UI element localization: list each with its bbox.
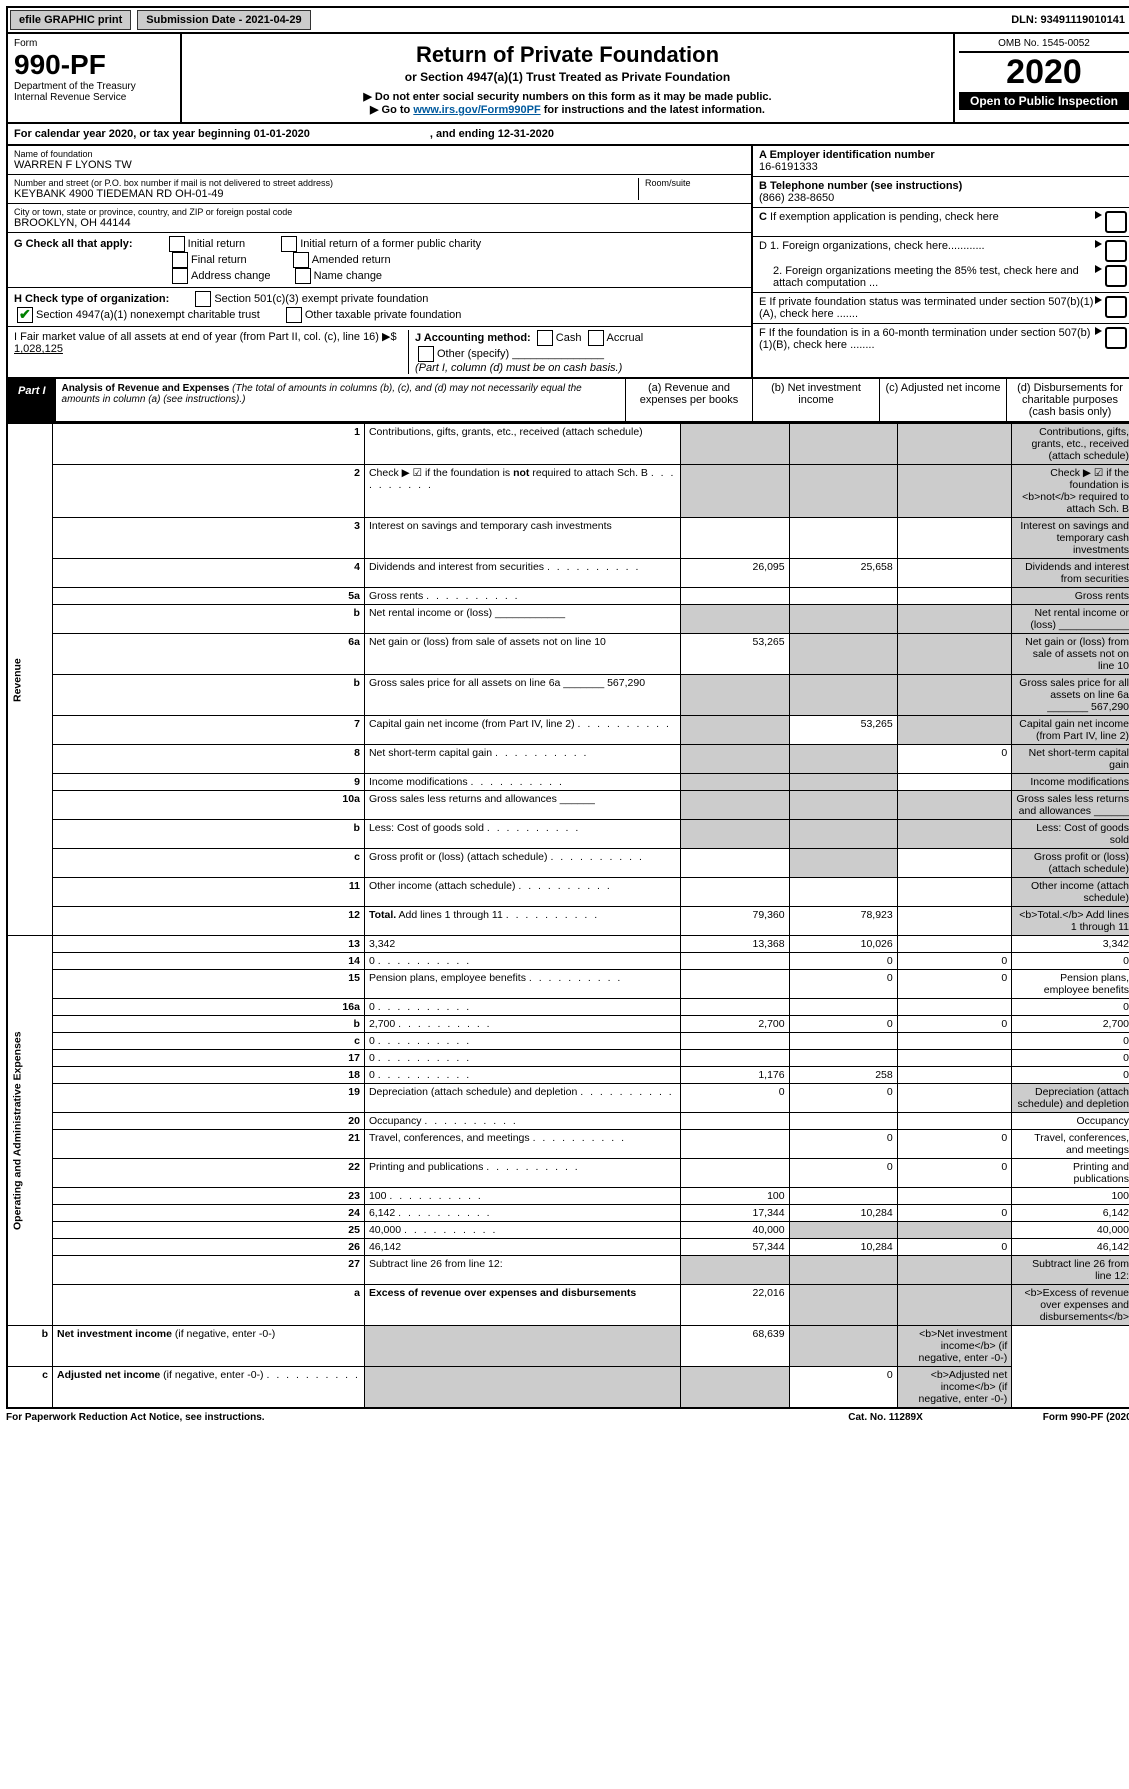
table-row: 22Printing and publications 00Printing a… bbox=[7, 1159, 1129, 1188]
table-row: 140 000 bbox=[7, 953, 1129, 970]
table-row: 23100 100100 bbox=[7, 1188, 1129, 1205]
checkbox-amended[interactable] bbox=[293, 252, 309, 268]
table-row: 2Check ▶ ☑ if the foundation is not requ… bbox=[7, 465, 1129, 518]
table-row: 246,142 17,34410,28406,142 bbox=[7, 1205, 1129, 1222]
checkbox-4947[interactable] bbox=[17, 307, 33, 323]
table-row: 19Depreciation (attach schedule) and dep… bbox=[7, 1084, 1129, 1113]
expenses-section-label: Operating and Administrative Expenses bbox=[7, 936, 53, 1326]
table-row: bNet investment income (if negative, ent… bbox=[7, 1326, 1129, 1367]
checkbox-d1[interactable] bbox=[1105, 240, 1127, 262]
table-row: 2646,14257,34410,284046,142 bbox=[7, 1239, 1129, 1256]
street-address: KEYBANK 4900 TIEDEMAN RD OH-01-49 bbox=[14, 188, 638, 200]
table-row: 180 1,1762580 bbox=[7, 1067, 1129, 1084]
part-1-header: Part I Analysis of Revenue and Expenses … bbox=[6, 379, 1129, 423]
table-row: 9Income modifications Income modificatio… bbox=[7, 774, 1129, 791]
open-public: Open to Public Inspection bbox=[959, 92, 1129, 110]
form-number: 990-PF bbox=[14, 49, 174, 81]
table-row: c0 0 bbox=[7, 1033, 1129, 1050]
efile-label: efile GRAPHIC print bbox=[10, 10, 131, 30]
table-row: bNet rental income or (loss) ___________… bbox=[7, 605, 1129, 634]
page-footer: For Paperwork Reduction Act Notice, see … bbox=[6, 1409, 1129, 1426]
instr-1: ▶ Do not enter social security numbers o… bbox=[363, 91, 771, 103]
table-row: bGross sales price for all assets on lin… bbox=[7, 675, 1129, 716]
part-1-tag: Part I bbox=[8, 379, 56, 421]
table-row: 6aNet gain or (loss) from sale of assets… bbox=[7, 634, 1129, 675]
table-row: 2540,000 40,00040,000 bbox=[7, 1222, 1129, 1239]
table-row: Revenue1Contributions, gifts, grants, et… bbox=[7, 424, 1129, 465]
checkbox-address[interactable] bbox=[172, 268, 188, 284]
table-row: 11Other income (attach schedule) Other i… bbox=[7, 878, 1129, 907]
table-row: 16a0 0 bbox=[7, 999, 1129, 1016]
table-row: 3Interest on savings and temporary cash … bbox=[7, 518, 1129, 559]
submission-date: Submission Date - 2021-04-29 bbox=[137, 10, 310, 30]
calendar-year-row: For calendar year 2020, or tax year begi… bbox=[6, 124, 1129, 146]
checkbox-501c3[interactable] bbox=[195, 291, 211, 307]
table-row: 7Capital gain net income (from Part IV, … bbox=[7, 716, 1129, 745]
checkbox-initial[interactable] bbox=[169, 236, 185, 252]
form-word: Form bbox=[14, 38, 174, 49]
checkbox-cash[interactable] bbox=[537, 330, 553, 346]
table-row: 21Travel, conferences, and meetings 00Tr… bbox=[7, 1130, 1129, 1159]
form-header: Form 990-PF Department of the Treasury I… bbox=[6, 34, 1129, 124]
table-row: 20Occupancy Occupancy bbox=[7, 1113, 1129, 1130]
table-row: 10aGross sales less returns and allowanc… bbox=[7, 791, 1129, 820]
table-row: Operating and Administrative Expenses133… bbox=[7, 936, 1129, 953]
omb-number: OMB No. 1545-0052 bbox=[959, 38, 1129, 53]
table-row: b2,700 2,700002,700 bbox=[7, 1016, 1129, 1033]
revenue-section-label: Revenue bbox=[7, 424, 53, 936]
checkbox-name[interactable] bbox=[295, 268, 311, 284]
table-row: 8Net short-term capital gain 0Net short-… bbox=[7, 745, 1129, 774]
table-row: cGross profit or (loss) (attach schedule… bbox=[7, 849, 1129, 878]
top-button-bar: efile GRAPHIC print Submission Date - 20… bbox=[6, 6, 1129, 34]
dln-label: DLN: 93491119010141 bbox=[1011, 14, 1129, 26]
dept-treasury: Department of the Treasury bbox=[14, 81, 174, 92]
city-state-zip: BROOKLYN, OH 44144 bbox=[14, 217, 745, 229]
form-subtitle: or Section 4947(a)(1) Trust Treated as P… bbox=[188, 70, 947, 84]
tax-year: 2020 bbox=[959, 53, 1129, 92]
ein-value: 16-6191333 bbox=[759, 161, 818, 173]
checkbox-final[interactable] bbox=[172, 252, 188, 268]
table-row: bLess: Cost of goods sold Less: Cost of … bbox=[7, 820, 1129, 849]
checkbox-e[interactable] bbox=[1105, 296, 1127, 318]
table-row: cAdjusted net income (if negative, enter… bbox=[7, 1367, 1129, 1409]
checkbox-former-charity[interactable] bbox=[281, 236, 297, 252]
form-link[interactable]: www.irs.gov/Form990PF bbox=[413, 104, 540, 116]
checkbox-f[interactable] bbox=[1105, 327, 1127, 349]
checkbox-d2[interactable] bbox=[1105, 265, 1127, 287]
checkbox-accrual[interactable] bbox=[588, 330, 604, 346]
fmv-value: 1,028,125 bbox=[14, 343, 63, 355]
checkbox-other-method[interactable] bbox=[418, 346, 434, 362]
table-row: 27Subtract line 26 from line 12:Subtract… bbox=[7, 1256, 1129, 1285]
checkbox-c[interactable] bbox=[1105, 211, 1127, 233]
entity-info-block: Name of foundationWARREN F LYONS TW Numb… bbox=[6, 146, 1129, 379]
part-1-table: Revenue1Contributions, gifts, grants, et… bbox=[6, 423, 1129, 1409]
checkbox-other-taxable[interactable] bbox=[286, 307, 302, 323]
table-row: 170 0 bbox=[7, 1050, 1129, 1067]
phone-value: (866) 238-8650 bbox=[759, 192, 834, 204]
table-row: 5aGross rents Gross rents bbox=[7, 588, 1129, 605]
form-title: Return of Private Foundation bbox=[188, 42, 947, 68]
table-row: aExcess of revenue over expenses and dis… bbox=[7, 1285, 1129, 1326]
table-row: 15Pension plans, employee benefits 00Pen… bbox=[7, 970, 1129, 999]
table-row: 12Total. Add lines 1 through 11 79,36078… bbox=[7, 907, 1129, 936]
foundation-name: WARREN F LYONS TW bbox=[14, 159, 745, 171]
irs-label: Internal Revenue Service bbox=[14, 92, 174, 103]
table-row: 4Dividends and interest from securities … bbox=[7, 559, 1129, 588]
